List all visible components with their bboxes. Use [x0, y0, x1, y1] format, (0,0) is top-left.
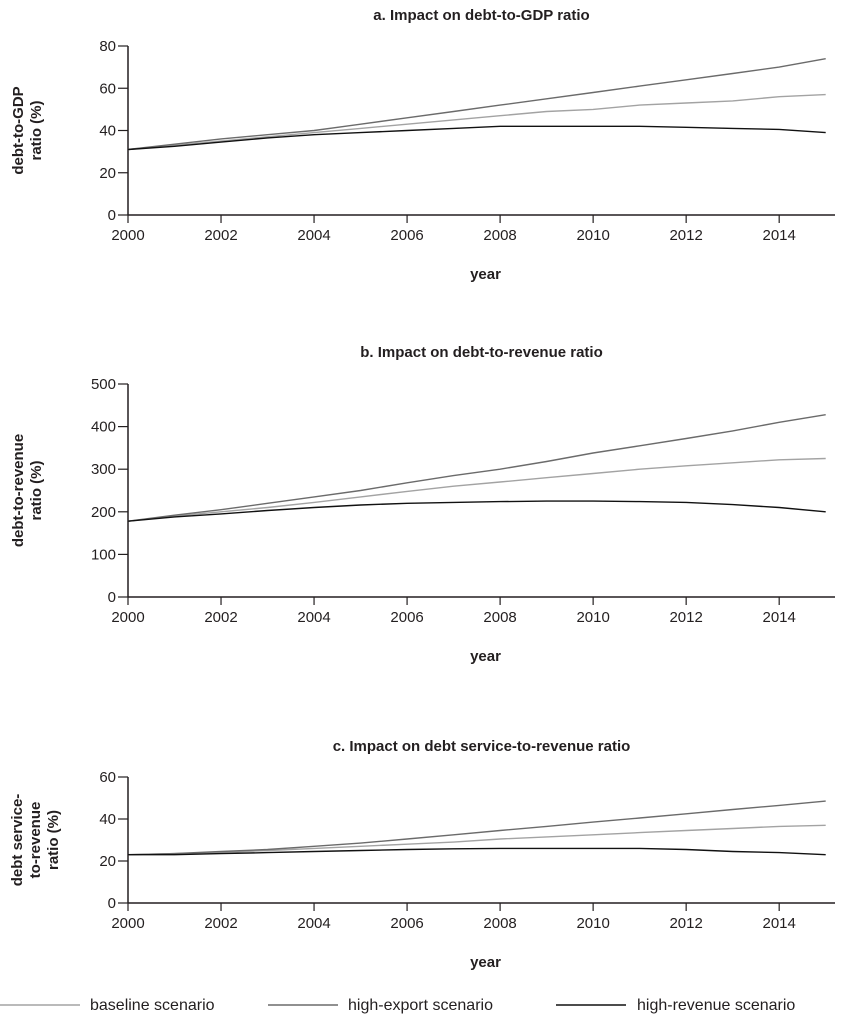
x-tick-label: 2000: [111, 227, 144, 244]
y-tick-label: 60: [99, 769, 116, 786]
y-tick-label: 0: [108, 589, 116, 606]
y-axis-label: ratio (%): [28, 100, 45, 160]
series-line-high-export-scenario: [127, 800, 826, 856]
x-tick-label: 2006: [390, 609, 423, 626]
x-tick-label: 2008: [483, 609, 516, 626]
x-tick-label: 2014: [762, 609, 795, 626]
x-tick-label: 2002: [204, 915, 237, 932]
y-tick-label: 40: [99, 811, 116, 828]
series-line-baseline-scenario: [127, 93, 826, 151]
x-axis-label: year: [470, 266, 501, 283]
x-tick-label: 2000: [111, 915, 144, 932]
chart-panel-c: c. Impact on debt service-to-revenue rat…: [9, 738, 835, 971]
y-tick-label: 80: [99, 38, 116, 55]
x-tick-label: 2010: [576, 915, 609, 932]
y-tick-label: 300: [91, 461, 116, 478]
x-axis-label: year: [470, 648, 501, 665]
chart-panel-b: b. Impact on debt-to-revenue ratio 0 100 20…: [10, 344, 835, 665]
y-tick-label: 100: [91, 546, 116, 563]
x-tick-label: 2006: [390, 227, 423, 244]
y-tick-label: 500: [91, 376, 116, 393]
x-tick-label: 2014: [762, 227, 795, 244]
legend: baseline scenario high-export scenario hig…: [0, 997, 795, 1014]
chart-panel-a: a. Impact on debt-to-GDP ratio 0 20 40 60 80 2…: [10, 7, 835, 283]
legend-label: baseline scenario: [90, 997, 215, 1014]
x-axis-label: year: [470, 954, 501, 971]
series-line-high-export-scenario: [127, 58, 826, 151]
y-tick-label: 0: [108, 895, 116, 912]
x-tick-label: 2000: [111, 609, 144, 626]
x-tick-label: 2004: [297, 227, 330, 244]
y-tick-label: 400: [91, 419, 116, 436]
x-tick-label: 2014: [762, 915, 795, 932]
chart-title: b. Impact on debt-to-revenue ratio: [360, 344, 603, 361]
x-tick-label: 2002: [204, 609, 237, 626]
y-tick-label: 200: [91, 504, 116, 521]
chart-title: a. Impact on debt-to-GDP ratio: [373, 7, 589, 24]
x-tick-label: 2010: [576, 227, 609, 244]
y-axis-label: debt-to-revenue: [10, 434, 27, 547]
y-tick-label: 60: [99, 80, 116, 97]
x-tick-label: 2004: [297, 609, 330, 626]
y-axis-label: to-revenue: [27, 802, 44, 879]
y-tick-label: 0: [108, 207, 116, 224]
x-tick-label: 2012: [669, 227, 702, 244]
y-tick-label: 20: [99, 165, 116, 182]
x-tick-label: 2008: [483, 915, 516, 932]
legend-label: high-export scenario: [348, 997, 493, 1014]
x-tick-label: 2004: [297, 915, 330, 932]
x-tick-label: 2012: [669, 915, 702, 932]
x-tick-label: 2012: [669, 609, 702, 626]
y-tick-label: 40: [99, 123, 116, 140]
series-line-baseline-scenario: [127, 457, 826, 522]
series-line-baseline-scenario: [127, 824, 826, 856]
legend-label: high-revenue scenario: [637, 997, 795, 1014]
chart-title: c. Impact on debt service-to-revenue rat…: [333, 738, 631, 755]
x-tick-label: 2010: [576, 609, 609, 626]
series-line-high-export-scenario: [127, 414, 826, 522]
series-line-high-revenue-scenario: [127, 125, 826, 151]
y-axis-label: ratio (%): [45, 810, 62, 870]
y-axis-label: debt service-: [9, 794, 26, 887]
series-line-high-revenue-scenario: [128, 847, 826, 856]
series-line-high-revenue-scenario: [127, 500, 826, 522]
y-axis-label: ratio (%): [28, 460, 45, 520]
x-tick-label: 2006: [390, 915, 423, 932]
y-tick-label: 20: [99, 853, 116, 870]
x-tick-label: 2002: [204, 227, 237, 244]
y-axis-label: debt-to-GDP: [10, 86, 27, 174]
x-tick-label: 2008: [483, 227, 516, 244]
